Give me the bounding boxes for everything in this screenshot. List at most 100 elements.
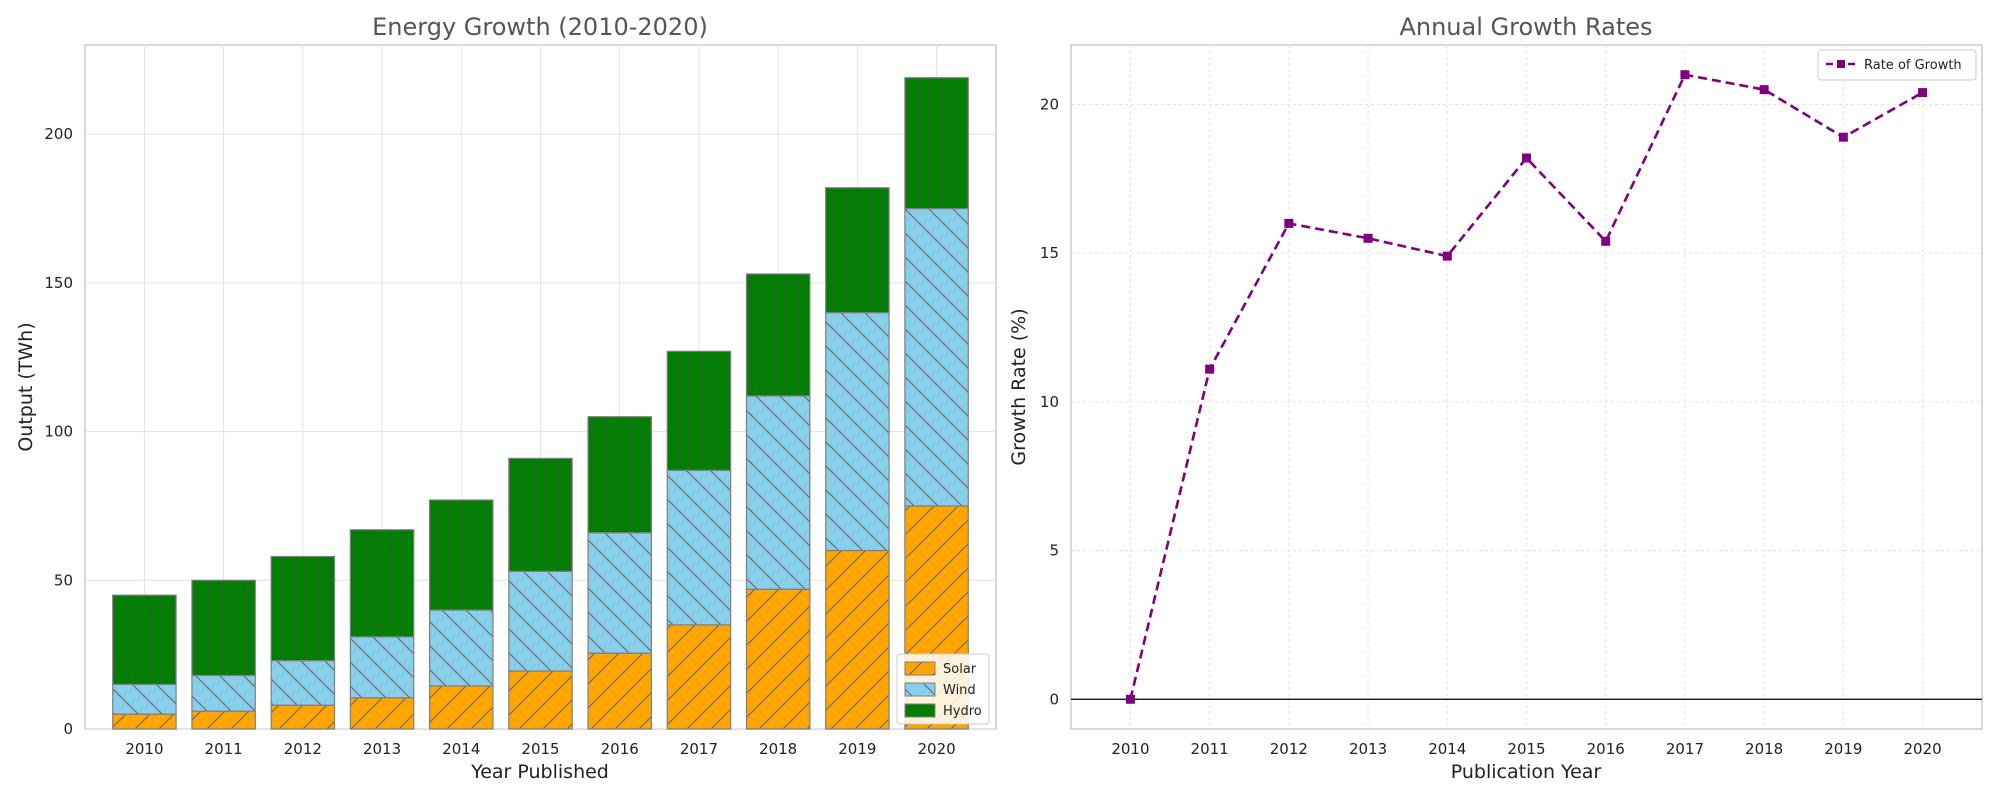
point-2016: [1601, 236, 1611, 246]
left-legend: Solar Wind Hydro: [896, 653, 990, 725]
left-x-tick-label: 2015: [521, 740, 559, 758]
left-y-tick-label: 0: [63, 720, 73, 738]
bar-wind-2019-hatch: [825, 312, 890, 552]
right-x-tick-label: 2019: [1824, 740, 1862, 758]
left-y-axis-label: Output (TWh): [15, 322, 37, 451]
line-rate-of-growth: [1129, 73, 1924, 700]
left-x-tick-label: 2011: [205, 740, 243, 758]
bar-wind-2017-hatch: [666, 469, 732, 626]
bar-solar-2010-hatch: [112, 713, 177, 730]
bar-hydro-2018-hatch: [745, 273, 811, 397]
bar-wind-2011-hatch: [191, 674, 256, 712]
left-x-tick-label: 2014: [442, 740, 480, 758]
point-2013: [1363, 233, 1373, 243]
right-x-tick-label: 2018: [1745, 740, 1783, 758]
right-x-tick-label: 2017: [1666, 740, 1704, 758]
left-x-axis-label: Year Published: [470, 761, 609, 783]
left-x-tick-label: 2010: [125, 740, 163, 758]
legend-label-hydro: Hydro: [943, 704, 982, 719]
right-x-tick-label: 2013: [1349, 740, 1387, 758]
bar-hydro-2020-hatch: [904, 77, 969, 210]
bar-solar-2013-hatch: [349, 697, 415, 730]
bar-hydro-2019-hatch: [825, 187, 890, 314]
legend-label-rate-of-growth: Rate of Growth: [1864, 58, 1962, 73]
left-chart-title: Energy Growth (2010-2020): [372, 13, 708, 41]
left-x-tick-label: 2019: [838, 740, 876, 758]
right-x-ticks: 2010 2011 2012 2013 2014 2015 2016 2017 2018 2019…: [1111, 740, 1941, 758]
bar-wind-2015-hatch: [508, 570, 573, 672]
bar-solar-2017-hatch: [666, 624, 732, 730]
point-2014: [1442, 251, 1452, 261]
left-y-tick-label: 100: [44, 423, 73, 441]
energy-growth-chart: 2010 2011 2012 2013 2014 2015 2016 2017 2018 2019…: [15, 13, 997, 783]
bar-hydro-2011-hatch: [191, 579, 256, 677]
bar-hydro-2010-hatch: [112, 594, 177, 685]
right-y-ticks: 0 5 10 15 20: [1040, 95, 1059, 708]
legend-swatch-hatch-solar: [904, 661, 936, 676]
right-x-tick-label: 2010: [1111, 740, 1149, 758]
bar-hydro-2013-hatch: [349, 529, 415, 638]
right-y-tick-label: 5: [1049, 542, 1059, 560]
bar-wind-2014-hatch: [428, 609, 494, 687]
right-x-tick-label: 2015: [1507, 740, 1545, 758]
left-x-tick-label: 2013: [363, 740, 401, 758]
right-x-tick-label: 2016: [1587, 740, 1625, 758]
right-legend: Rate of Growth: [1817, 49, 1977, 81]
right-x-tick-label: 2012: [1270, 740, 1308, 758]
bar-hydro-2017-hatch: [666, 350, 732, 471]
point-2015: [1522, 153, 1531, 163]
right-legend-box: [1817, 49, 1977, 81]
point-2012: [1284, 218, 1294, 228]
bar-wind-2018-hatch: [745, 395, 811, 590]
left-x-tick-label: 2016: [601, 740, 639, 758]
left-x-tick-label: 2017: [680, 740, 718, 758]
legend-label-solar: Solar: [943, 662, 977, 677]
legend-marker-swatch: [1837, 60, 1845, 68]
right-y-tick-label: 10: [1040, 393, 1059, 411]
bar-wind-2012-hatch: [270, 659, 336, 706]
bar-solar-2012-hatch: [270, 704, 336, 730]
bar-hydro-2016-hatch: [587, 416, 653, 534]
left-y-tick-label: 150: [44, 274, 73, 292]
right-y-tick-label: 15: [1040, 244, 1059, 262]
bar-wind-2020-hatch: [904, 207, 969, 507]
right-y-axis-label: Growth Rate (%): [1008, 308, 1030, 465]
left-x-tick-label: 2012: [284, 740, 322, 758]
left-x-ticks: 2010 2011 2012 2013 2014 2015 2016 2017 2018 2019…: [125, 740, 955, 758]
growth-rate-chart: 2010 2011 2012 2013 2014 2015 2016 2017 2018 2019…: [1008, 13, 1983, 783]
bar-wind-2013-hatch: [349, 636, 415, 699]
right-y-tick-label: 20: [1040, 95, 1059, 113]
right-x-axis-label: Publication Year: [1451, 761, 1602, 783]
bar-solar-2019-hatch: [825, 549, 890, 730]
left-bars: [112, 77, 969, 730]
left-y-tick-label: 50: [54, 571, 73, 589]
left-y-ticks: 0 50 100 150 200: [44, 125, 73, 738]
legend-swatch-hatch-wind: [904, 682, 936, 697]
right-chart-title: Annual Growth Rates: [1399, 13, 1652, 41]
left-x-tick-label: 2020: [917, 740, 955, 758]
point-2017: [1680, 70, 1690, 80]
bar-hydro-2015-hatch: [508, 457, 573, 572]
bar-solar-2015-hatch: [508, 670, 573, 730]
bar-solar-2014-hatch: [428, 685, 494, 730]
left-x-tick-label: 2018: [759, 740, 797, 758]
point-2019: [1838, 132, 1848, 142]
bar-solar-2016-hatch: [587, 652, 653, 730]
point-2020: [1918, 88, 1928, 98]
right-x-tick-label: 2014: [1428, 740, 1466, 758]
right-x-tick-label: 2011: [1191, 740, 1229, 758]
point-2018: [1759, 85, 1769, 95]
right-x-tick-label: 2020: [1903, 740, 1941, 758]
bar-hydro-2014-hatch: [428, 499, 494, 611]
right-series: [1125, 70, 1928, 704]
bar-solar-2011-hatch: [191, 710, 256, 730]
point-2011: [1205, 364, 1215, 374]
point-2010: [1125, 694, 1135, 704]
left-y-tick-label: 200: [44, 125, 73, 143]
bar-solar-2018-hatch: [745, 588, 811, 730]
legend-label-wind: Wind: [943, 683, 976, 698]
right-y-tick-label: 0: [1049, 690, 1059, 708]
legend-swatch-hatch-hydro: [904, 703, 936, 718]
bar-hydro-2012-hatch: [270, 555, 336, 662]
